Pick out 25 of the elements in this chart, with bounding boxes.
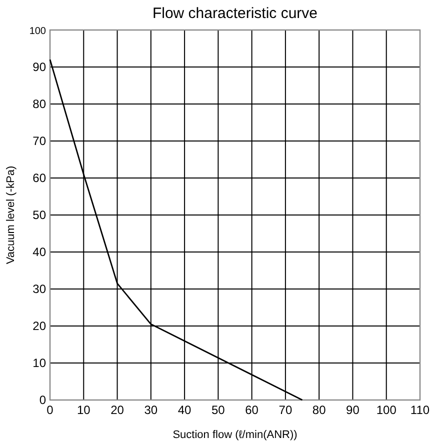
x-tick-label: 20 <box>110 403 124 417</box>
y-tick-label: 60 <box>32 171 46 185</box>
y-tick-label: 30 <box>32 282 46 296</box>
x-tick-label: 10 <box>76 403 91 417</box>
y-axis-title: Vacuum level (-kPa) <box>5 166 17 264</box>
y-tick-label: 100 <box>29 26 46 37</box>
x-tick-label: 60 <box>245 403 259 417</box>
y-tick-label: 50 <box>32 208 46 222</box>
x-tick-label: 90 <box>346 403 360 417</box>
y-tick-label: 90 <box>32 60 46 74</box>
chart-title: Flow characteristic curve <box>152 5 318 22</box>
y-tick-label: 20 <box>32 319 46 333</box>
x-tick-label: 30 <box>144 403 158 417</box>
x-tick-label: 110 <box>410 403 430 417</box>
x-tick-label: 80 <box>312 403 326 417</box>
x-tick-label: 100 <box>376 403 397 417</box>
y-tick-label: 10 <box>32 356 46 370</box>
x-axis-title: Suction flow (ℓ/min(ANR)) <box>172 429 298 441</box>
y-tick-label: 70 <box>32 134 46 148</box>
x-tick-label: 50 <box>212 403 226 417</box>
y-tick-label: 40 <box>32 245 46 259</box>
y-tick-label: 0 <box>39 393 46 407</box>
x-tick-label: 70 <box>278 403 292 417</box>
y-tick-label: 80 <box>32 97 46 111</box>
x-tick-label: 40 <box>178 403 192 417</box>
